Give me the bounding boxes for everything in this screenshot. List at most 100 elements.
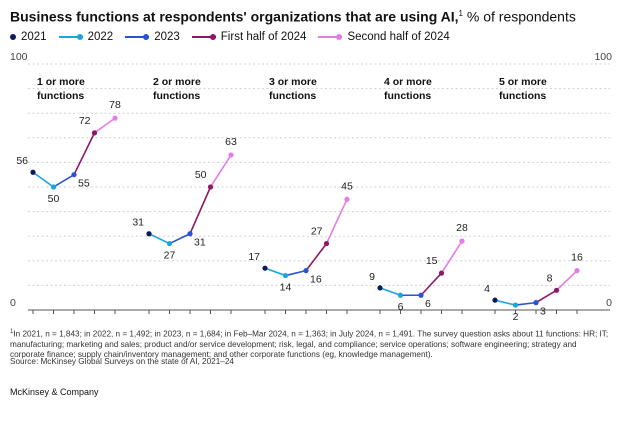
data-point <box>418 292 424 298</box>
panel-label: functions <box>37 90 84 102</box>
legend-item: 2022 <box>58 31 114 43</box>
legend-swatch <box>125 33 150 41</box>
data-point <box>533 300 539 306</box>
series-segment <box>209 154 232 188</box>
data-point <box>187 231 193 237</box>
source-note: Source: McKinsey Global Surveys on the s… <box>10 357 234 366</box>
data-label: 56 <box>16 155 28 167</box>
legend-label: 2022 <box>87 31 114 43</box>
series-segment <box>52 173 75 188</box>
data-point <box>146 231 152 237</box>
series-segment <box>73 132 96 176</box>
legend-label: 2021 <box>21 31 47 43</box>
data-label: 8 <box>547 272 553 284</box>
legend-swatch <box>10 33 16 41</box>
data-point <box>459 238 465 244</box>
data-point <box>397 292 404 298</box>
panel-label: functions <box>269 90 316 102</box>
data-label: 50 <box>48 193 60 205</box>
series-segment <box>325 198 348 245</box>
chart-area: 0 0 100 100 1 or more functions 56 50 55 72 78 2 or… <box>10 52 612 323</box>
data-point <box>574 268 580 274</box>
legend-label: First half of 2024 <box>220 31 307 43</box>
panel-5: 5 or more functions 4 2 3 8 16 <box>484 76 583 323</box>
chart-title-main: Business functions at respondents' organ… <box>10 8 459 25</box>
legend-swatch <box>58 33 83 41</box>
data-label: 55 <box>78 178 90 190</box>
data-point <box>303 268 309 274</box>
panel-label: functions <box>499 90 546 102</box>
panel-label: functions <box>153 90 200 102</box>
panel-1: 1 or more functions 56 50 55 72 78 <box>16 76 121 314</box>
data-label: 45 <box>341 180 353 192</box>
data-point <box>71 172 77 178</box>
series-segment <box>148 232 171 245</box>
gridlines <box>28 63 610 311</box>
data-point <box>166 240 173 247</box>
legend-swatch <box>191 33 216 41</box>
panel-label: functions <box>384 90 431 102</box>
data-point <box>377 285 383 291</box>
legend-item: Second half of 2024 <box>318 31 450 43</box>
data-label: 50 <box>195 169 207 181</box>
series-segment <box>189 186 212 235</box>
data-point <box>344 196 350 202</box>
panel-label: 2 or more <box>153 76 201 88</box>
panel-4: 4 or more functions 9 6 6 15 28 <box>369 76 468 314</box>
series-segment <box>535 289 558 304</box>
data-point <box>492 297 498 303</box>
data-label: 31 <box>132 217 144 229</box>
legend-item: 2023 <box>125 31 180 43</box>
series-segment <box>264 267 287 277</box>
y-tick-label-left: 0 <box>10 297 16 309</box>
y-tick-label-right: 0 <box>606 297 612 309</box>
data-point <box>30 169 36 175</box>
series-segment <box>440 240 463 274</box>
chart-title-footnote-marker: 1 <box>458 9 463 18</box>
series-segment <box>168 232 191 245</box>
panel-label: 1 or more <box>37 76 85 88</box>
data-point <box>438 270 445 276</box>
y-tick-label-right: 100 <box>594 52 612 63</box>
brand-logo-text: McKinsey & Company <box>10 387 99 397</box>
series-segment <box>32 171 55 188</box>
data-label: 27 <box>311 226 323 238</box>
data-point <box>262 265 268 271</box>
data-point <box>282 272 289 279</box>
data-point <box>512 302 519 308</box>
data-point <box>50 184 57 190</box>
series-segment <box>379 287 402 297</box>
footnote-marker: 1 <box>10 329 14 335</box>
legend-item: First half of 2024 <box>191 31 307 43</box>
series-segment <box>514 301 537 306</box>
data-label: 27 <box>164 250 176 262</box>
data-point <box>228 152 234 158</box>
data-point <box>207 184 214 190</box>
data-label: 16 <box>571 252 583 264</box>
data-label: 16 <box>310 274 322 286</box>
data-label: 17 <box>248 251 260 263</box>
panel-label: 4 or more <box>384 76 432 88</box>
data-point <box>553 287 560 293</box>
series-segment <box>284 269 307 277</box>
legend: 2021 2022 2023 First half of 2024 Second hal… <box>10 29 462 45</box>
chart-title-unit: % of respondents <box>463 8 576 25</box>
chart-title: Business functions at respondents' organ… <box>10 5 620 26</box>
data-label: 6 <box>425 298 431 310</box>
footnote-text: In 2021, n = 1,843; in 2022, n = 1,492; … <box>10 329 609 359</box>
data-label: 3 <box>540 306 546 318</box>
data-label: 63 <box>225 136 237 148</box>
legend-label: Second half of 2024 <box>347 31 450 43</box>
series-segment <box>305 242 328 272</box>
data-label: 28 <box>456 222 468 234</box>
panel-2: 2 or more functions 31 27 31 50 63 <box>132 76 237 314</box>
panel-label: 5 or more <box>499 76 547 88</box>
legend-item: 2021 <box>10 31 47 43</box>
data-label: 14 <box>280 282 292 294</box>
data-point <box>112 115 118 121</box>
panel-label: 3 or more <box>269 76 317 88</box>
legend-swatch <box>318 33 343 41</box>
data-label: 4 <box>484 283 490 295</box>
series-segment <box>555 269 578 292</box>
legend-label: 2023 <box>154 31 180 43</box>
